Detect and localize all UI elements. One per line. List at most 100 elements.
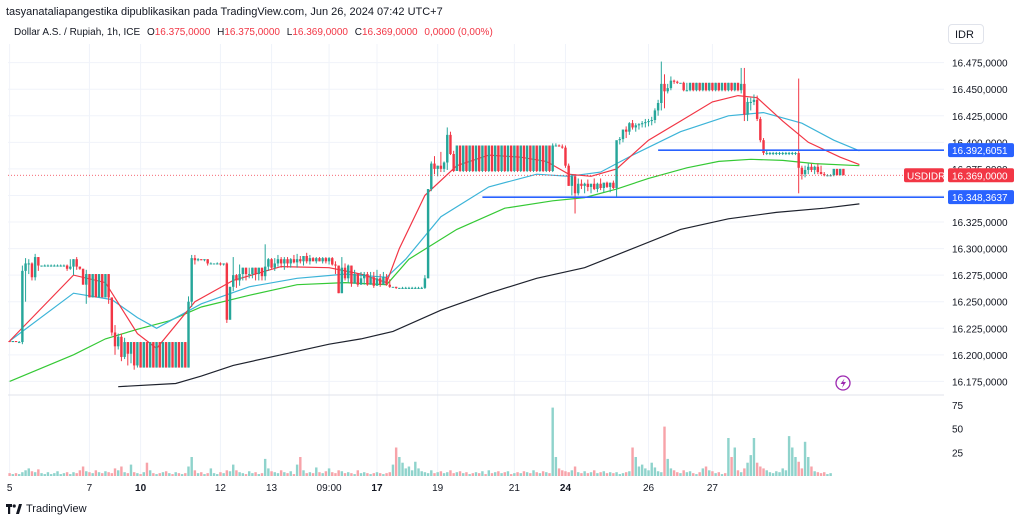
candle (695, 82, 698, 92)
candle-body (778, 152, 781, 154)
candle (270, 258, 273, 269)
price-chart[interactable]: 16.475,000016.450,000016.425,000016.400,… (0, 0, 1024, 500)
chart-legend: Dollar A.S. / Rupiah, 1h, ICE O16.375,00… (14, 27, 493, 38)
candle (62, 264, 66, 267)
candle (509, 145, 513, 173)
candle-body (17, 342, 21, 344)
volume-bar (455, 472, 459, 476)
candle (577, 178, 580, 196)
candle (458, 145, 462, 173)
volume-bar (561, 470, 564, 476)
time-tick-label: 19 (432, 483, 444, 494)
candle (644, 118, 647, 128)
candle (180, 342, 184, 368)
candle (254, 267, 257, 281)
level-price-label: 16.348,3637 (952, 193, 1008, 204)
candle-body (771, 152, 775, 154)
candle (276, 254, 280, 267)
volume-bar (30, 471, 34, 476)
volume-bar (283, 472, 286, 476)
candle-body (823, 174, 826, 176)
time-tick-label: 5 (7, 483, 13, 494)
candle (219, 262, 222, 266)
volume-bar (321, 473, 324, 476)
horizontal-levels (8, 149, 944, 198)
volume-bar (749, 455, 752, 476)
volume-bar (679, 473, 682, 476)
volume-axis: 75 50 25 (952, 401, 964, 460)
candle (46, 264, 50, 267)
brand-name[interactable]: TradingView (26, 503, 87, 515)
candle-body (21, 270, 24, 343)
candle-body (315, 258, 318, 262)
candle-body (829, 175, 832, 177)
candle (410, 286, 414, 289)
volume-bar (91, 473, 94, 476)
time-tick-label: 09:00 (317, 483, 342, 494)
candle-body (101, 274, 104, 298)
candle (548, 145, 551, 173)
volume-bar (736, 470, 740, 476)
volume-bar (503, 472, 506, 476)
time-tick-label: 12 (215, 483, 227, 494)
volume-bar (557, 468, 561, 476)
volume-bar (117, 470, 120, 476)
candle-body (669, 80, 673, 89)
candle-body (362, 274, 366, 279)
level-price-tag (948, 190, 1014, 205)
candle (771, 151, 775, 156)
candle (260, 267, 264, 281)
candle (311, 257, 315, 262)
candle-body (500, 145, 503, 171)
candle-body (749, 101, 752, 103)
symbol-title[interactable]: Dollar A.S. / Rupiah, 1h, ICE (14, 27, 141, 38)
candle-body (602, 182, 606, 188)
flash-icon[interactable] (835, 375, 851, 391)
candle (375, 269, 379, 286)
volume-bar (452, 473, 455, 476)
candle (315, 257, 318, 264)
candle (688, 82, 692, 92)
volume-bar (203, 474, 206, 476)
candle (545, 145, 548, 173)
volume-bar (295, 464, 299, 476)
volume-bar (200, 472, 203, 476)
volume-bar (14, 473, 18, 476)
candle-body (228, 286, 232, 320)
candle (318, 257, 321, 262)
candle (299, 256, 302, 264)
candle (723, 82, 727, 92)
last-price-tag (948, 168, 1014, 183)
candle (263, 244, 267, 281)
candle (714, 82, 717, 92)
candle-body (254, 267, 257, 275)
candle (647, 118, 650, 127)
volume-bar (634, 457, 637, 476)
volume-bar (270, 471, 273, 476)
volume-bar (126, 473, 130, 476)
volume-bar (784, 470, 788, 476)
candle (730, 82, 733, 92)
candle (398, 287, 401, 289)
currency-button[interactable]: IDR (948, 24, 984, 44)
volume-bar (580, 473, 583, 476)
candle (107, 274, 110, 304)
volume-bar (123, 472, 126, 476)
price-tick-label: 16.175,0000 (952, 377, 1008, 388)
candle-body (647, 121, 650, 123)
candle-body (644, 122, 647, 124)
volume-bar (497, 471, 500, 476)
candle-body (570, 176, 574, 186)
volume-bar (85, 471, 88, 476)
candle (161, 342, 165, 368)
time-tick-label: 26 (643, 483, 655, 494)
candle-body (426, 189, 430, 279)
candle-body (529, 145, 532, 171)
candle (564, 145, 567, 168)
candle-body (11, 341, 15, 343)
candle-body (299, 259, 302, 262)
candle (187, 296, 190, 368)
volume-bar (826, 474, 829, 476)
candle-body (682, 82, 685, 91)
volume-bar (244, 474, 248, 476)
